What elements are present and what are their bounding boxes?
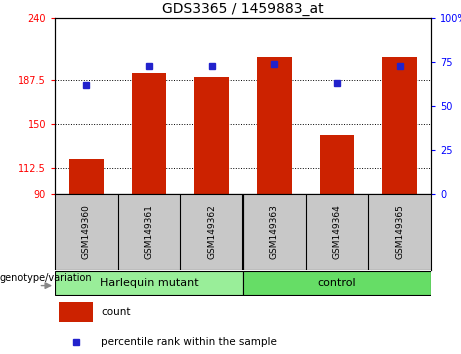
Text: percentile rank within the sample: percentile rank within the sample bbox=[101, 337, 277, 347]
Text: GSM149362: GSM149362 bbox=[207, 205, 216, 259]
Bar bbox=[69, 159, 104, 194]
Bar bbox=[383, 57, 417, 194]
Bar bbox=[195, 77, 229, 194]
Bar bbox=[132, 73, 166, 194]
Text: GSM149361: GSM149361 bbox=[144, 205, 154, 259]
Bar bbox=[320, 135, 354, 194]
Text: Harlequin mutant: Harlequin mutant bbox=[100, 278, 198, 288]
Title: GDS3365 / 1459883_at: GDS3365 / 1459883_at bbox=[162, 1, 324, 16]
Text: GSM149365: GSM149365 bbox=[395, 205, 404, 259]
Text: count: count bbox=[101, 307, 130, 317]
Bar bbox=[257, 57, 291, 194]
Bar bbox=[59, 302, 94, 322]
Text: GSM149364: GSM149364 bbox=[332, 205, 342, 259]
Text: control: control bbox=[318, 278, 356, 288]
Text: GSM149360: GSM149360 bbox=[82, 205, 91, 259]
Text: GSM149363: GSM149363 bbox=[270, 205, 279, 259]
Bar bbox=[55, 271, 243, 295]
Text: genotype/variation: genotype/variation bbox=[0, 273, 93, 283]
Bar bbox=[243, 271, 431, 295]
